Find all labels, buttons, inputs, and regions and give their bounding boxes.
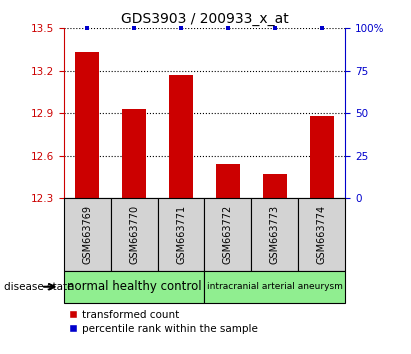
- Text: GSM663771: GSM663771: [176, 205, 186, 264]
- Bar: [64, 271, 205, 303]
- Bar: [310, 116, 333, 198]
- Bar: [216, 164, 240, 198]
- Text: normal healthy control: normal healthy control: [67, 280, 201, 293]
- Bar: [205, 198, 252, 271]
- Bar: [76, 52, 99, 198]
- Bar: [64, 198, 111, 271]
- Bar: [122, 109, 146, 198]
- Text: intracranial arterial aneurysm: intracranial arterial aneurysm: [207, 282, 343, 291]
- Text: GSM663769: GSM663769: [82, 205, 92, 264]
- Bar: [205, 271, 345, 303]
- Bar: [252, 198, 298, 271]
- Bar: [298, 198, 345, 271]
- Text: GSM663773: GSM663773: [270, 205, 280, 264]
- Bar: [169, 75, 193, 198]
- Bar: [111, 198, 157, 271]
- Bar: [263, 174, 286, 198]
- Title: GDS3903 / 200933_x_at: GDS3903 / 200933_x_at: [120, 12, 289, 26]
- Legend: transformed count, percentile rank within the sample: transformed count, percentile rank withi…: [69, 310, 259, 334]
- Text: disease state: disease state: [4, 282, 74, 292]
- Text: GSM663772: GSM663772: [223, 205, 233, 264]
- Text: GSM663770: GSM663770: [129, 205, 139, 264]
- Bar: [157, 198, 205, 271]
- Text: GSM663774: GSM663774: [317, 205, 327, 264]
